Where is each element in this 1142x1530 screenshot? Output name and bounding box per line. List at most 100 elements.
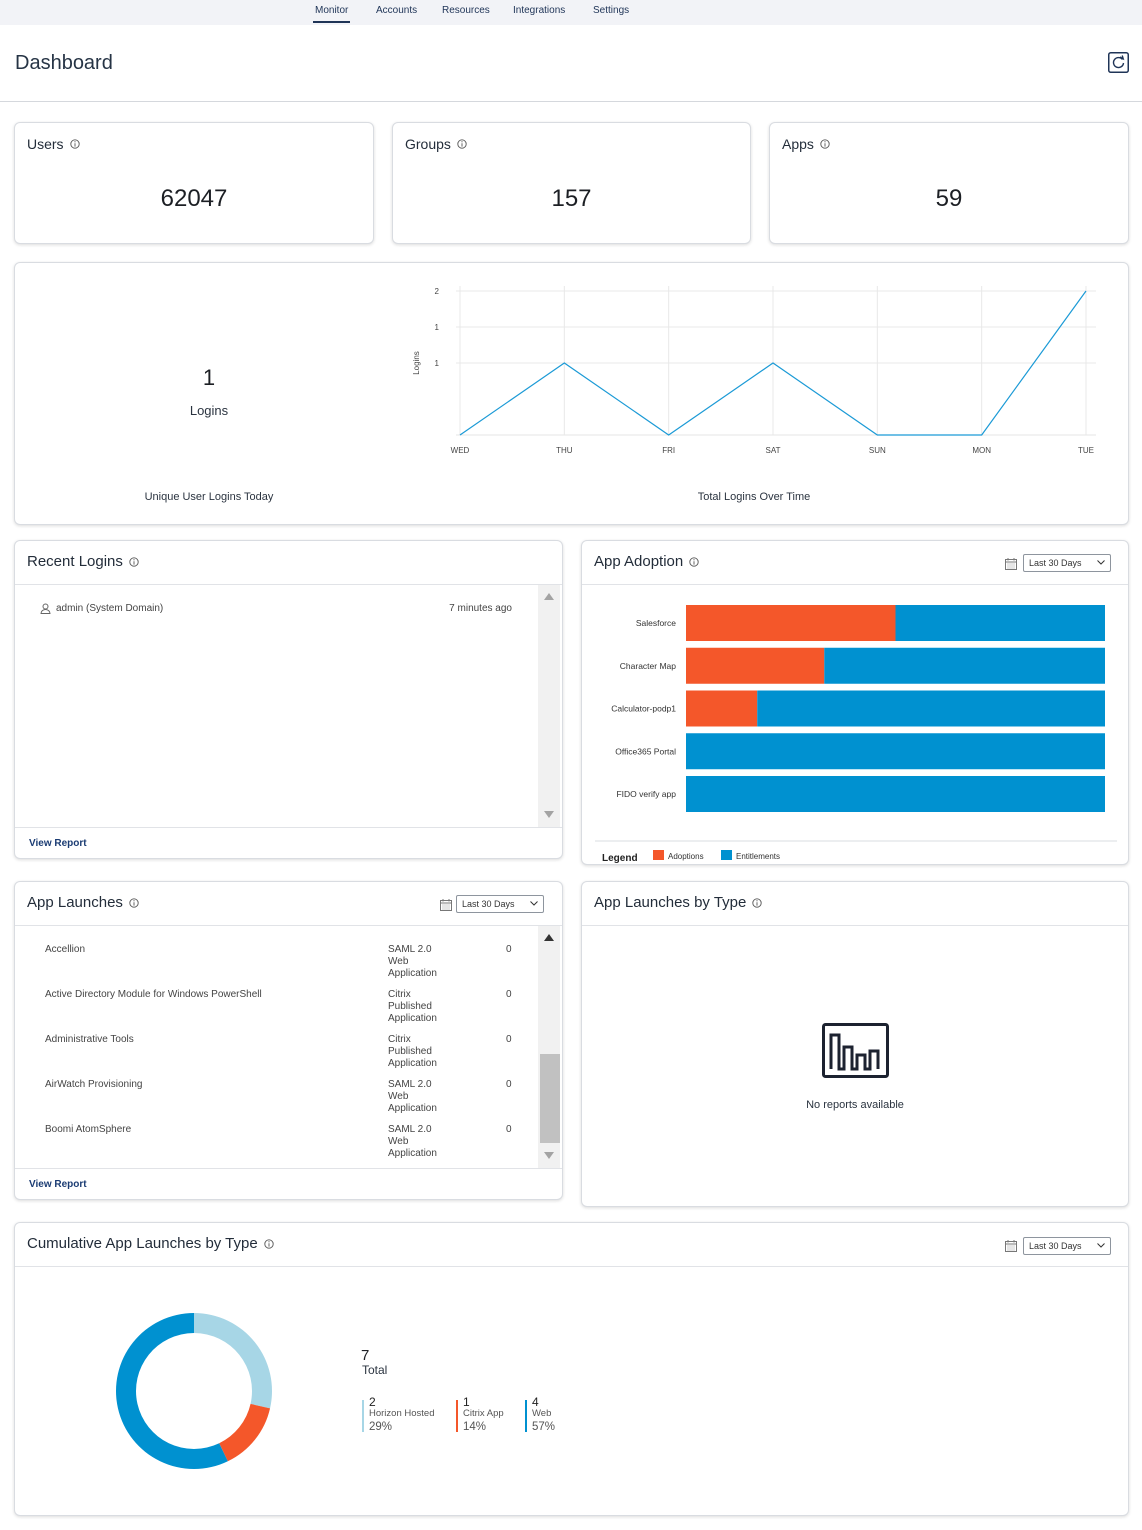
- title-text: App Launches by Type: [594, 894, 747, 911]
- app-name: Accellion: [45, 944, 86, 955]
- app-adoption-panel: App Adoption Last 30 Days Salesforce Char…: [581, 540, 1129, 865]
- title-text: Cumulative App Launches by Type: [27, 1235, 258, 1252]
- legend-percent: 57%: [532, 1421, 556, 1433]
- range-dropdown[interactable]: Last 30 Days: [1023, 554, 1111, 572]
- nav-tab[interactable]: Integrations: [513, 5, 566, 16]
- category-label: Calculator-podp1: [611, 704, 676, 714]
- app-name: Active Directory Module for Windows Powe…: [45, 989, 262, 1000]
- card-value: 157: [551, 185, 592, 212]
- legend-bar: [525, 1400, 527, 1432]
- app-type: Citrix Published Application: [388, 1034, 437, 1069]
- info-icon[interactable]: [129, 557, 139, 567]
- legend-title: Legend: [602, 853, 638, 864]
- view-report-link[interactable]: View Report: [29, 838, 87, 849]
- panel-header: [15, 1223, 1128, 1267]
- nav-tab[interactable]: Monitor: [313, 5, 351, 23]
- info-icon[interactable]: [69, 139, 80, 149]
- user-icon: [40, 603, 51, 614]
- legend-name: Citrix App: [463, 1408, 504, 1419]
- legend-value: 2: [369, 1395, 376, 1409]
- legend-percent: 14%: [463, 1421, 487, 1433]
- title-text: App Launches: [27, 894, 123, 911]
- x-tick-label: SAT: [766, 446, 781, 455]
- info-icon[interactable]: [752, 898, 762, 908]
- launch-count: 0: [506, 989, 512, 1000]
- info-icon[interactable]: [264, 1239, 274, 1249]
- card-value: 59: [935, 185, 963, 212]
- scrollbar[interactable]: [538, 585, 560, 827]
- bar-segment: [895, 605, 1105, 641]
- bar-segment: [686, 647, 825, 684]
- scroll-down[interactable]: [544, 1152, 554, 1159]
- info-icon[interactable]: [689, 557, 699, 567]
- legend-label: Adoptions: [668, 852, 704, 861]
- chevron: [530, 901, 538, 906]
- y-axis-label: Logins: [412, 351, 421, 375]
- login-time: 7 minutes ago: [449, 603, 512, 614]
- app-launches-panel: App Launches Last 30 Days Accellion SAML …: [14, 881, 563, 1200]
- y-tick-label: 1: [435, 359, 440, 368]
- page-title: Dashboard: [15, 52, 113, 74]
- scroll-up[interactable]: [544, 593, 554, 600]
- calendar-icon: [440, 899, 452, 911]
- scroll-down[interactable]: [544, 811, 554, 818]
- cumulative-panel: Cumulative App Launches by Type Last 30 …: [14, 1222, 1129, 1516]
- users-card: Users 62047: [14, 122, 374, 244]
- info-icon[interactable]: [457, 139, 467, 149]
- legend-percent: 29%: [369, 1421, 393, 1433]
- dropdown-text: Last 30 Days: [1029, 558, 1082, 568]
- logins-caption: Unique User Logins Today: [144, 491, 274, 503]
- scroll-up[interactable]: [544, 934, 554, 941]
- scroll-thumb[interactable]: [540, 1054, 560, 1143]
- nav-tab[interactable]: Accounts: [376, 5, 418, 16]
- total-value: 7: [361, 1347, 370, 1364]
- launches-by-type-panel: App Launches by Type No reports availabl…: [581, 881, 1129, 1207]
- y-tick-label: 1: [435, 323, 440, 332]
- card-title: Apps: [782, 136, 830, 152]
- scrollbar[interactable]: [538, 926, 560, 1168]
- panel-title: App Adoption: [594, 553, 699, 570]
- title-text: App Adoption: [594, 553, 684, 570]
- info-icon[interactable]: [129, 898, 139, 908]
- adoption-chart: Salesforce Character Map Calculator-podp1 O…: [595, 605, 1117, 864]
- dropdown-text: Last 30 Days: [462, 899, 515, 909]
- bar-segment: [824, 647, 1105, 684]
- view-report-link[interactable]: View Report: [29, 1179, 87, 1190]
- y-tick-label: 2: [435, 287, 440, 296]
- card-label: Apps: [782, 136, 814, 152]
- app-type: Citrix Published Application: [388, 989, 437, 1024]
- launches-table: Accellion SAML 2.0 Web Application 0 Active…: [15, 926, 537, 1168]
- donut-segment: [219, 1403, 271, 1462]
- chevron: [1097, 1243, 1105, 1248]
- range-dropdown[interactable]: Last 30 Days: [1023, 1237, 1111, 1255]
- donut-segment: [116, 1313, 228, 1469]
- refresh-button[interactable]: [1108, 52, 1129, 73]
- app-name: Administrative Tools: [45, 1034, 134, 1045]
- x-tick-label: WED: [451, 446, 470, 455]
- bar-segment: [686, 733, 1105, 770]
- legend-bar: [456, 1400, 458, 1432]
- info-icon[interactable]: [820, 139, 830, 149]
- logins-unit: Logins: [189, 403, 229, 418]
- legend-swatch: [721, 850, 732, 860]
- header-divider: [0, 101, 1142, 102]
- nav-tab[interactable]: Settings: [593, 5, 630, 16]
- category-label: Office365 Portal: [615, 746, 676, 756]
- range-dropdown[interactable]: Last 30 Days: [456, 895, 544, 913]
- title-text: Recent Logins: [27, 553, 123, 570]
- empty-message: No reports available: [806, 1099, 904, 1111]
- x-tick-label: THU: [556, 446, 573, 455]
- dropdown-text: Last 30 Days: [1029, 1241, 1082, 1251]
- groups-card: Groups 157: [392, 122, 751, 244]
- chevron: [1097, 560, 1105, 565]
- launch-count: 0: [506, 1124, 512, 1135]
- app-type: SAML 2.0 Web Application: [388, 1079, 437, 1114]
- footer-divider: [15, 1168, 562, 1169]
- card-label: Groups: [405, 136, 451, 152]
- bar-segment: [686, 690, 758, 727]
- logins-panel: 1 Logins Unique User Logins Today WED THU…: [14, 262, 1129, 525]
- legend-bar: [362, 1400, 364, 1432]
- x-tick-label: SUN: [869, 446, 886, 455]
- nav-tab[interactable]: Resources: [442, 5, 490, 16]
- app-name: AirWatch Provisioning: [45, 1079, 143, 1090]
